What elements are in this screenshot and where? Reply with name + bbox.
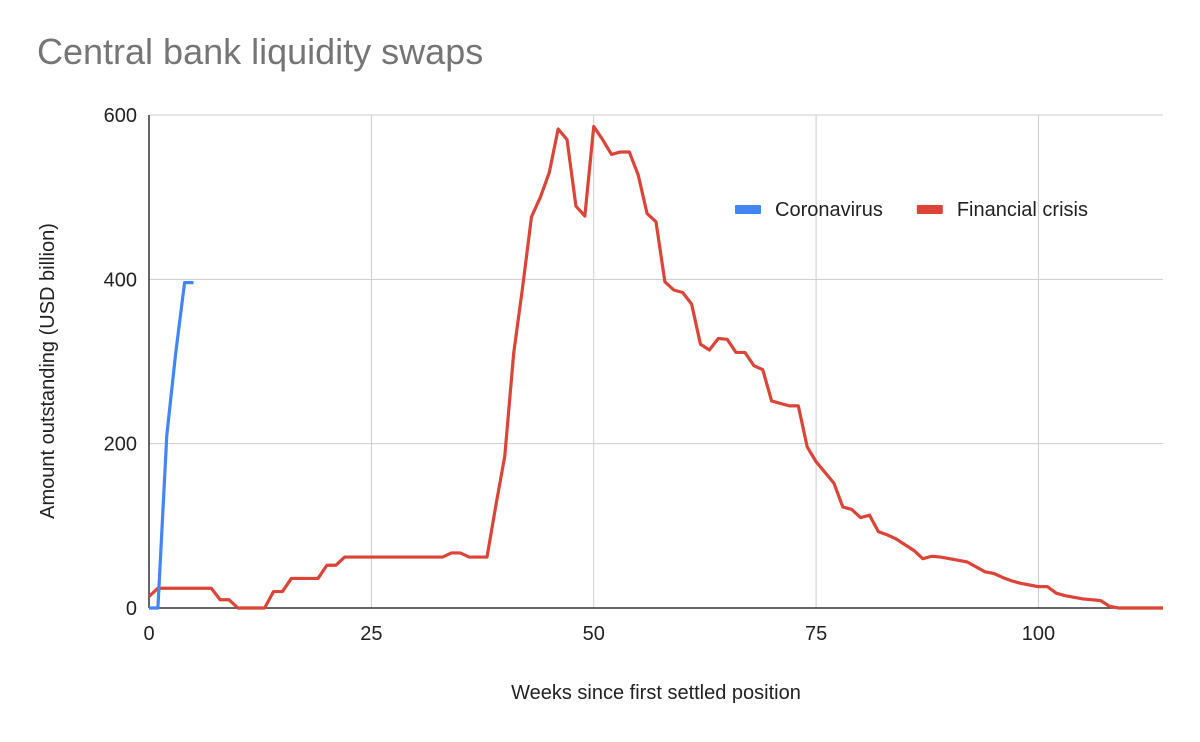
y-tick-label: 0 — [126, 598, 137, 620]
legend-swatch — [916, 205, 943, 214]
x-axis-label: Weeks since first settled position — [511, 682, 801, 704]
x-tick-label: 25 — [360, 623, 382, 645]
legend-item-coronavirus: Coronavirus — [735, 199, 883, 221]
legend-label: Coronavirus — [775, 199, 883, 221]
y-axis-label: Amount outstanding (USD billion) — [37, 223, 59, 519]
series-line-coronavirus — [149, 281, 194, 610]
legend-label: Financial crisis — [957, 199, 1088, 221]
x-tick-label: 0 — [143, 623, 154, 645]
chart-title: Central bank liquidity swaps — [37, 31, 484, 72]
legend-item-financial-crisis: Financial crisis — [916, 199, 1088, 221]
y-tick-label: 600 — [104, 105, 137, 127]
grid-lines — [149, 114, 1163, 608]
tick-labels: 0 200 400 600 0 25 50 75 100 — [104, 105, 1056, 645]
y-tick-label: 200 — [104, 434, 137, 456]
series-line-financial-crisis — [147, 124, 1163, 610]
x-tick-label: 50 — [583, 623, 605, 645]
axes — [148, 115, 1163, 609]
y-tick-label: 400 — [104, 269, 137, 291]
series-lines — [147, 124, 1163, 610]
x-tick-label: 75 — [805, 623, 827, 645]
x-tick-label: 100 — [1022, 623, 1055, 645]
legend-swatch — [735, 205, 761, 214]
legend: Coronavirus Financial crisis — [735, 199, 1088, 221]
